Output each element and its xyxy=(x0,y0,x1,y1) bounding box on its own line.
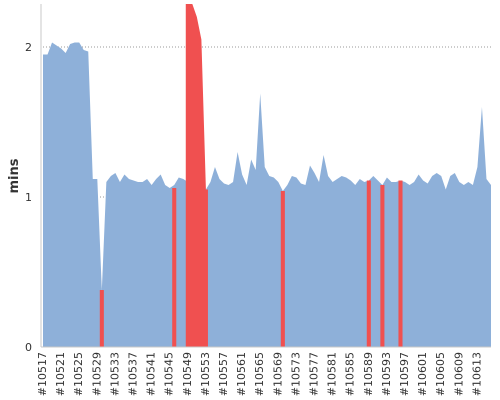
x-tick-label: #10573 xyxy=(289,352,302,396)
y-tick-label: 2 xyxy=(25,41,32,54)
area-series-main xyxy=(43,42,491,347)
highlight-segment xyxy=(172,188,177,347)
x-tick-label: #10541 xyxy=(145,352,158,396)
highlight-segment xyxy=(380,185,385,347)
x-tick-label: #10533 xyxy=(108,352,121,396)
x-tick-label: #10537 xyxy=(127,352,140,396)
x-tick-label: #10553 xyxy=(199,352,212,396)
x-tick-label: #10585 xyxy=(344,352,357,396)
x-tick-label: #10525 xyxy=(72,352,85,396)
x-tick-label: #10605 xyxy=(434,352,447,396)
x-tick-label: #10597 xyxy=(398,352,411,396)
x-tick-label: #10557 xyxy=(217,352,230,396)
x-tick-label: #10593 xyxy=(380,352,393,396)
x-tick-label: #10613 xyxy=(470,352,483,396)
x-tick-label: #10609 xyxy=(452,352,465,396)
x-tick-label: #10529 xyxy=(90,352,103,396)
axes xyxy=(40,4,491,348)
x-tick-label: #10517 xyxy=(36,352,49,396)
x-tick-label: #10581 xyxy=(326,352,339,396)
x-tick-label: #10577 xyxy=(308,352,321,396)
x-tick-label: #10561 xyxy=(235,352,248,396)
y-tick-label: 0 xyxy=(25,341,32,354)
y-tick-labels: 0 1 2 xyxy=(25,41,32,354)
highlight-segment xyxy=(99,290,104,347)
x-tick-label: #10521 xyxy=(54,352,67,396)
x-tick-labels: #10517 #10521 #10525 #10529 #10533 #10537 #105… xyxy=(36,352,483,396)
highlight-segment xyxy=(398,180,403,347)
y-axis-label: mins xyxy=(7,158,22,193)
x-tick-label: #10601 xyxy=(416,352,429,396)
x-tick-label: #10549 xyxy=(181,352,194,396)
area-series xyxy=(43,4,491,347)
highlight-segment xyxy=(185,4,208,347)
x-tick-label: #10589 xyxy=(362,352,375,396)
highlight-segment xyxy=(366,180,371,347)
y-tick-label: 1 xyxy=(25,191,32,204)
x-tick-label: #10545 xyxy=(163,352,176,396)
x-tick-label: #10569 xyxy=(271,352,284,396)
highlight-segment xyxy=(280,191,285,347)
x-tick-label: #10565 xyxy=(253,352,266,396)
